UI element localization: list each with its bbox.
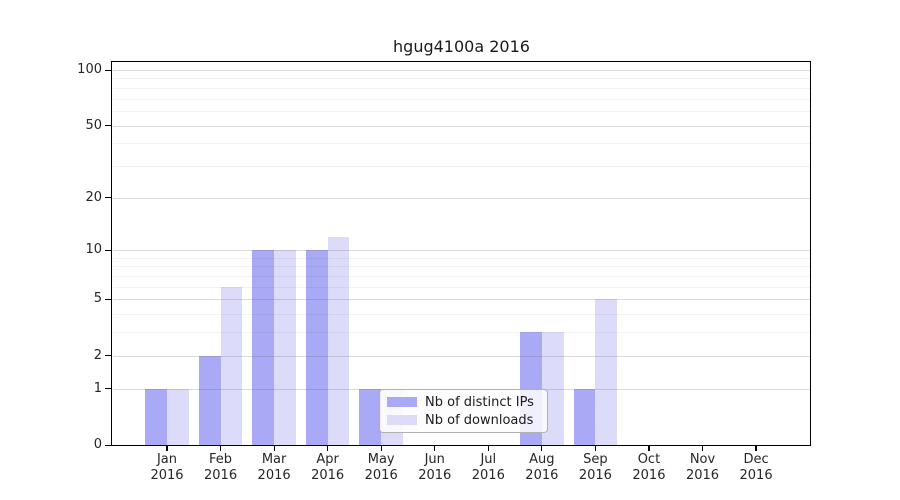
x-tick-year-label: 2016 — [632, 467, 666, 483]
x-tick-label: Aug — [529, 452, 555, 467]
bar-distinct-ips — [198, 355, 221, 445]
y-tick-mark — [105, 444, 111, 446]
x-tick-mark — [219, 446, 222, 451]
x-tick-year-label: 2016 — [364, 467, 398, 483]
x-tick-label: Apr — [316, 452, 339, 467]
y-tick-label: 50 — [85, 117, 102, 133]
x-tick-label: Nov — [689, 452, 716, 467]
legend-item-distinct-ips: Nb of distinct IPs — [387, 395, 540, 410]
x-tick-mark — [380, 446, 382, 451]
x-tick-label: May — [367, 452, 395, 467]
legend-label-distinct-ips: Nb of distinct IPs — [425, 394, 534, 410]
y-tick-label: 2 — [93, 347, 102, 363]
x-tick-label: Feb — [209, 452, 233, 467]
y-tick-label: 20 — [85, 189, 102, 205]
x-tick-year-label: 2016 — [471, 467, 505, 483]
x-tick-mark — [434, 446, 436, 451]
x-tick-year-label: 2016 — [204, 467, 238, 483]
x-tick-mark — [487, 446, 489, 451]
x-tick-mark — [755, 446, 757, 451]
y-tick-mark — [105, 298, 111, 301]
x-tick-label: Dec — [743, 452, 769, 467]
legend-label-downloads: Nb of downloads — [425, 412, 534, 428]
y-tick-label: 1 — [93, 380, 102, 396]
y-tick-mark — [105, 125, 111, 127]
y-tick-mark — [105, 197, 111, 199]
y-tick-label: 100 — [77, 62, 102, 77]
bar-distinct-ips — [359, 388, 382, 445]
x-tick-year-label: 2016 — [418, 467, 452, 483]
x-tick-label: Mar — [261, 452, 287, 467]
x-tick-year-label: 2016 — [685, 467, 720, 483]
x-tick-mark — [541, 446, 543, 451]
x-tick-label: Jan — [156, 452, 178, 467]
x-tick-mark — [273, 446, 275, 451]
x-tick-mark — [594, 446, 596, 451]
x-tick-year-label: 2016 — [257, 467, 291, 483]
y-tick-mark — [105, 355, 111, 357]
legend: Nb of distinct IPs Nb of downloads — [379, 389, 548, 433]
x-tick-year-label: 2016 — [311, 467, 345, 483]
legend-swatch-downloads-icon — [387, 415, 417, 425]
x-tick-year-label: 2016 — [525, 467, 559, 483]
y-tick-mark — [105, 69, 111, 71]
chart-title: hgug4100a 2016 — [393, 37, 530, 56]
y-tick-label: 0 — [93, 437, 102, 452]
bar-downloads — [220, 286, 243, 445]
bar-distinct-ips — [252, 250, 275, 445]
x-tick-mark — [166, 446, 168, 451]
y-tick-label: 10 — [85, 242, 102, 258]
x-tick-mark — [701, 446, 704, 451]
legend-swatch-distinct-ips-icon — [387, 397, 417, 407]
bar-downloads — [595, 299, 618, 445]
x-tick-label: Jul — [480, 452, 497, 467]
bar-downloads — [167, 388, 189, 445]
x-tick-label: Jun — [424, 452, 445, 467]
x-tick-year-label: 2016 — [150, 467, 184, 483]
y-tick-mark — [105, 249, 111, 251]
bar-distinct-ips — [305, 250, 328, 445]
x-tick-mark — [648, 446, 650, 451]
legend-item-downloads: Nb of downloads — [387, 413, 540, 428]
y-tick-mark — [105, 388, 111, 390]
x-tick-year-label: 2016 — [578, 467, 612, 483]
bar-downloads — [274, 250, 296, 445]
bar-downloads — [327, 236, 350, 445]
y-tick-label: 5 — [93, 291, 102, 307]
bar-distinct-ips — [145, 388, 167, 445]
x-tick-mark — [327, 446, 329, 451]
bar-distinct-ips — [573, 388, 596, 445]
x-tick-label: Sep — [583, 452, 608, 467]
x-tick-year-label: 2016 — [739, 467, 773, 483]
x-tick-label: Oct — [637, 452, 661, 467]
